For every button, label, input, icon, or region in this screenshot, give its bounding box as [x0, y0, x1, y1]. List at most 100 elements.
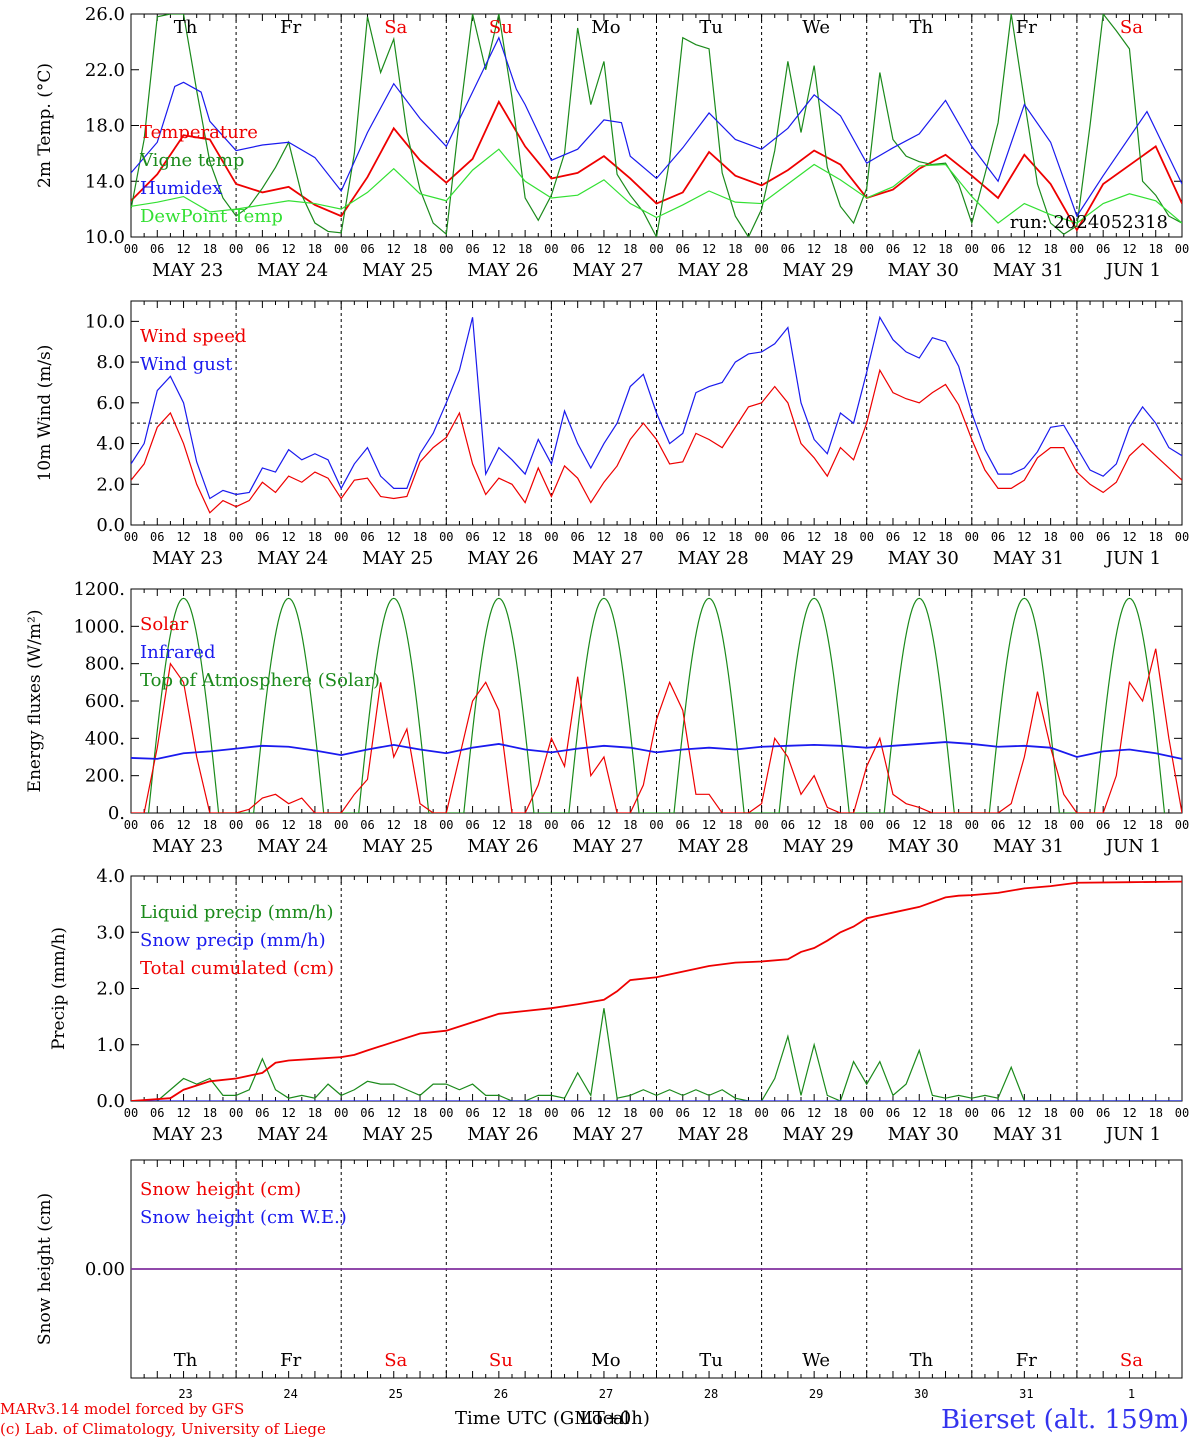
y-tick-label: 10.0 — [85, 227, 125, 248]
x-hour-label: 18 — [413, 1106, 427, 1120]
x-hour-label: 06 — [255, 242, 269, 256]
y-tick-label: 600. — [85, 691, 125, 712]
x-hour-label: 12 — [912, 530, 926, 544]
x-hour-label: 12 — [597, 1106, 611, 1120]
x-hour-label: 18 — [308, 242, 322, 256]
x-hour-label: 00 — [1070, 1106, 1084, 1120]
x-hour-label: 18 — [203, 242, 217, 256]
weekday-label-bottom: Tu — [699, 1350, 723, 1371]
x-hour-label: 18 — [728, 1106, 742, 1120]
x-hour-label: 06 — [1096, 818, 1110, 832]
x-hour-label: 00 — [1070, 818, 1084, 832]
x-hour-label: 12 — [597, 242, 611, 256]
x-date-label: MAY 25 — [362, 836, 433, 857]
x-hour-label: 18 — [203, 530, 217, 544]
x-hour-label: 18 — [1148, 530, 1162, 544]
x-hour-label: 18 — [1043, 818, 1057, 832]
x-hour-label: 18 — [518, 1106, 532, 1120]
x-hour-label: 00 — [965, 1106, 979, 1120]
x-date-label: MAY 28 — [677, 836, 748, 857]
x-hour-label: 00 — [439, 818, 453, 832]
x-hour-label: 18 — [1148, 1106, 1162, 1120]
weekday-label-top: Sa — [384, 17, 407, 38]
x-hour-label: 12 — [1122, 530, 1136, 544]
x-hour-label: 12 — [597, 818, 611, 832]
x-hour-label: 18 — [203, 1106, 217, 1120]
x-hour-label: 00 — [859, 530, 873, 544]
x-hour-label: 12 — [176, 530, 190, 544]
station-title: Bierset (alt. 159m) — [941, 1405, 1189, 1435]
x-hour-label: 12 — [176, 242, 190, 256]
x-hour-label: 18 — [833, 1106, 847, 1120]
x-date-label: MAY 24 — [257, 548, 328, 569]
x-hour-label: 18 — [938, 242, 952, 256]
x-hour-label: 18 — [833, 818, 847, 832]
y-tick-label: 6.0 — [96, 393, 125, 414]
x-hour-label: 06 — [570, 1106, 584, 1120]
x-hour-label: 12 — [281, 242, 295, 256]
run-label: run: 2024052318 — [1010, 212, 1168, 233]
plot-area — [131, 315, 1182, 514]
x-hour-label: 18 — [938, 1106, 952, 1120]
x-hour-label: 00 — [649, 818, 663, 832]
y-tick-label: 2.0 — [96, 979, 125, 1000]
x-hour-label: 00 — [334, 1106, 348, 1120]
series-line-total-cumulated-cm- — [131, 880, 1182, 1101]
y-tick-label: 3.0 — [96, 922, 125, 943]
x-hour-label: 00 — [334, 818, 348, 832]
x-hour-label: 12 — [702, 242, 716, 256]
x-hour-label: 00 — [859, 818, 873, 832]
x-hour-label: 06 — [150, 818, 164, 832]
x-hour-label: 00 — [1070, 242, 1084, 256]
x-hour-label: 00 — [965, 242, 979, 256]
x-hour-label: 00 — [859, 242, 873, 256]
y-tick-label: 18.0 — [85, 116, 125, 137]
x-hour-label: 06 — [255, 818, 269, 832]
day-number-label: 31 — [1019, 1387, 1033, 1401]
x-hour-label: 06 — [676, 1106, 690, 1120]
x-hour-label: 00 — [1175, 1106, 1189, 1120]
legend-item: Vigne temp — [139, 150, 244, 171]
x-hour-label: 18 — [413, 818, 427, 832]
x-hour-label: 12 — [807, 1106, 821, 1120]
x-hour-label: 06 — [886, 818, 900, 832]
weekday-label-top: Tu — [699, 17, 723, 38]
x-hour-label: 00 — [1175, 530, 1189, 544]
x-hour-label: 18 — [728, 530, 742, 544]
x-hour-label: 00 — [1175, 242, 1189, 256]
x-hour-label: 00 — [439, 1106, 453, 1120]
y-tick-label: 2.0 — [96, 474, 125, 495]
x-date-label: MAY 25 — [362, 260, 433, 281]
x-date-label: JUN 1 — [1104, 260, 1161, 281]
series-line-humidex — [131, 36, 1182, 218]
x-hour-label: 12 — [1017, 242, 1031, 256]
x-hour-label: 06 — [255, 1106, 269, 1120]
x-hour-label: 06 — [1096, 1106, 1110, 1120]
plot-area — [131, 14, 1182, 237]
legend-item: Temperature — [140, 122, 258, 143]
x-hour-label: 00 — [229, 1106, 243, 1120]
x-date-label: MAY 27 — [572, 548, 643, 569]
day-number-label: 25 — [389, 1387, 403, 1401]
x-hour-label: 00 — [754, 818, 768, 832]
x-hour-label: 06 — [676, 818, 690, 832]
x-hour-label: 06 — [360, 1106, 374, 1120]
weekday-label-top: Fr — [280, 17, 301, 38]
x-hour-label: 06 — [465, 530, 479, 544]
x-date-label: MAY 29 — [783, 836, 854, 857]
x-hour-label: 12 — [702, 530, 716, 544]
x-hour-label: 00 — [439, 530, 453, 544]
x-hour-label: 00 — [124, 818, 138, 832]
x-hour-label: 12 — [492, 530, 506, 544]
x-hour-label: 12 — [492, 818, 506, 832]
x-hour-label: 18 — [1043, 530, 1057, 544]
x-hour-label: 12 — [807, 530, 821, 544]
x-hour-label: 18 — [728, 242, 742, 256]
x-hour-label: 00 — [229, 530, 243, 544]
series-line-wind-speed — [131, 368, 1182, 514]
x-hour-label: 06 — [465, 242, 479, 256]
x-hour-label: 12 — [702, 1106, 716, 1120]
y-axis-label: Precip (mm/h) — [49, 927, 69, 1050]
x-hour-label: 06 — [991, 1106, 1005, 1120]
y-tick-label: 0.0 — [96, 1091, 125, 1112]
